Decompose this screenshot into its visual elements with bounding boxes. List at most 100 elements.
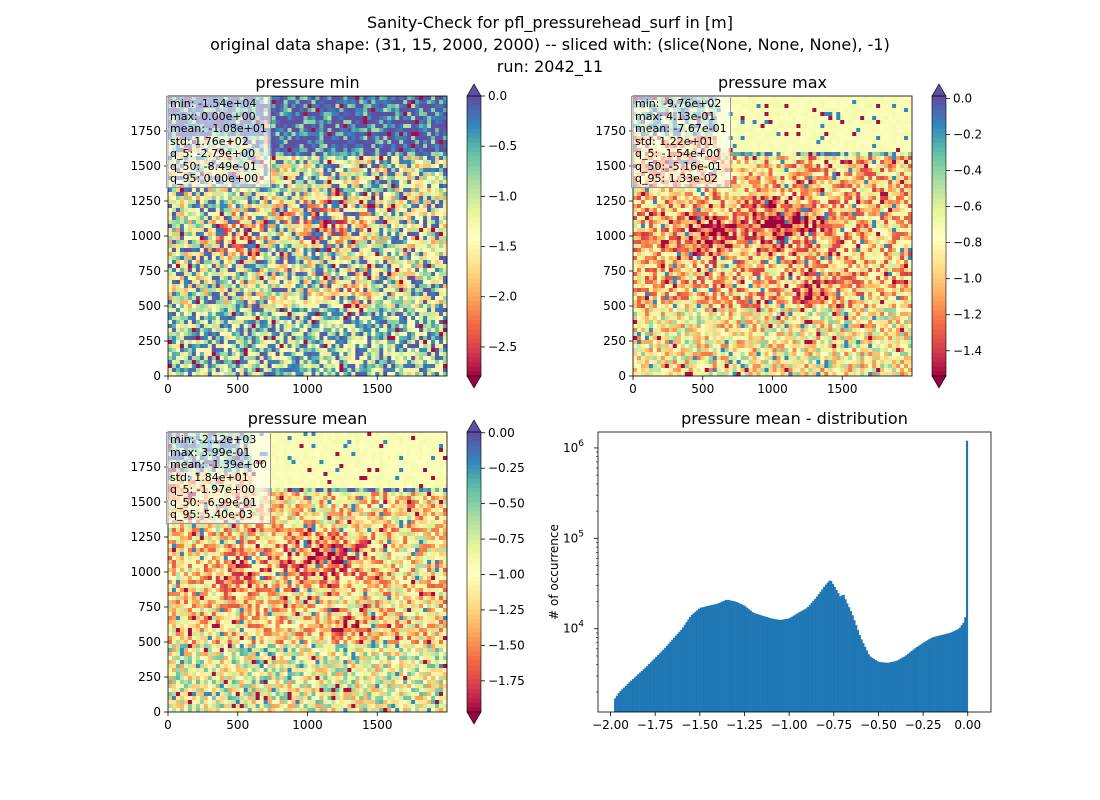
heatmap-cell <box>435 256 440 261</box>
heatmap-cell <box>263 284 269 289</box>
heatmap-cell <box>363 360 368 365</box>
heatmap-cell <box>439 212 444 217</box>
heatmap-cell <box>247 352 253 357</box>
heatmap-cell <box>403 184 408 189</box>
heatmap-cell <box>359 192 364 197</box>
heatmap-cell <box>215 340 221 345</box>
heatmap-cell <box>251 188 257 193</box>
heatmap-cell <box>343 104 348 109</box>
heatmap-cell <box>331 124 336 129</box>
heatmap-cell <box>275 112 280 117</box>
heatmap-cell <box>363 152 368 157</box>
colorbar-segment <box>467 138 481 144</box>
heatmap-cell <box>411 244 416 249</box>
heatmap-cell <box>171 212 177 217</box>
heatmap-cell <box>175 232 181 237</box>
heatmap-cell <box>363 232 368 237</box>
heatmap-cell <box>275 260 280 265</box>
heatmap-cell <box>359 128 364 133</box>
heatmap-cell <box>303 364 308 369</box>
heatmap-cell <box>279 280 284 285</box>
heatmap-cell <box>335 232 340 237</box>
heatmap-cell <box>415 228 420 233</box>
heatmap-cell <box>395 96 400 101</box>
heatmap-cell <box>431 196 436 201</box>
heatmap-cell <box>439 244 444 249</box>
heatmap-cell <box>199 220 205 225</box>
heatmap-cell <box>355 308 360 313</box>
heatmap-cell <box>223 284 229 289</box>
heatmap-cell <box>315 324 320 329</box>
heatmap-cell <box>259 284 265 289</box>
heatmap-cell <box>235 268 241 273</box>
heatmap-cell <box>199 304 205 309</box>
heatmap-cell <box>343 332 348 337</box>
heatmap-cell <box>327 156 332 161</box>
heatmap-cell <box>171 328 177 333</box>
heatmap-cell <box>171 312 177 317</box>
heatmap-cell <box>211 364 217 369</box>
heatmap-cell <box>307 328 312 333</box>
heatmap-cell <box>427 132 432 137</box>
heatmap-cell <box>275 256 280 261</box>
heatmap-cell <box>435 336 440 341</box>
heatmap-cell <box>315 184 320 189</box>
heatmap-cell <box>387 240 392 245</box>
heatmap-cell <box>439 196 444 201</box>
heatmap-cell <box>355 352 360 357</box>
heatmap-cell <box>367 244 372 249</box>
heatmap-cell <box>403 104 408 109</box>
heatmap-cell <box>407 244 412 249</box>
heatmap-cell <box>219 312 225 317</box>
heatmap-cell <box>431 368 436 373</box>
heatmap-cell <box>279 132 284 137</box>
heatmap-cell <box>359 276 364 281</box>
heatmap-cell <box>335 272 340 277</box>
heatmap-cell <box>339 304 344 309</box>
heatmap-cell <box>307 360 312 365</box>
heatmap-cell <box>183 268 189 273</box>
heatmap-cell <box>327 260 332 265</box>
heatmap-cell <box>303 128 308 133</box>
heatmap-cell <box>407 332 412 337</box>
heatmap-cell <box>347 232 352 237</box>
heatmap-cell <box>239 284 245 289</box>
heatmap-cell <box>287 336 292 341</box>
heatmap-cell <box>203 292 209 297</box>
heatmap-cell <box>311 344 316 349</box>
heatmap-cell <box>287 96 292 101</box>
heatmap-cell <box>411 300 416 305</box>
heatmap-cell <box>179 328 185 333</box>
heatmap-cell <box>391 140 396 145</box>
heatmap-cell <box>171 360 177 365</box>
heatmap-cell <box>347 208 352 213</box>
heatmap-cell <box>371 132 376 137</box>
heatmap-cell <box>403 180 408 185</box>
heatmap-cell <box>379 188 384 193</box>
heatmap-cell <box>439 148 444 153</box>
heatmap-cell <box>227 248 233 253</box>
heatmap-cell <box>411 340 416 345</box>
heatmap-cell <box>435 196 440 201</box>
heatmap-cell <box>183 208 189 213</box>
heatmap-cell <box>295 132 300 137</box>
heatmap-cell <box>367 96 372 101</box>
heatmap-cell <box>303 144 308 149</box>
heatmap-cell <box>267 364 273 369</box>
heatmap-cell <box>255 344 261 349</box>
heatmap-cell <box>267 196 273 201</box>
heatmap-cell <box>287 364 292 369</box>
heatmap-cell <box>195 336 201 341</box>
heatmap-cell <box>287 132 292 137</box>
heatmap-cell <box>431 156 436 161</box>
heatmap-cell <box>239 244 245 249</box>
heatmap-cell <box>339 256 344 261</box>
heatmap-cell <box>307 300 312 305</box>
heatmap-cell <box>399 268 404 273</box>
heatmap-cell <box>307 96 312 101</box>
heatmap-cell <box>307 256 312 261</box>
colorbar-segment <box>467 203 481 209</box>
heatmap-cell <box>315 312 320 317</box>
heatmap-cell <box>335 320 340 325</box>
heatmap-cell <box>339 316 344 321</box>
